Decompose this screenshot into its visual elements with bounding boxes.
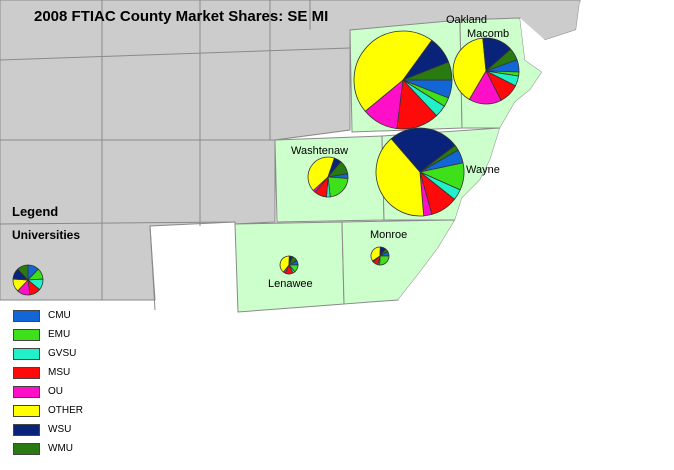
- legend-swatch: [13, 385, 40, 398]
- pie-lenawee: [279, 255, 299, 275]
- pie-slice-other: [307, 156, 335, 192]
- legend-label: GVSU: [48, 348, 77, 359]
- pie-oakland: [353, 30, 453, 130]
- legend-item: GVSU: [13, 344, 83, 363]
- legend-item: MSU: [13, 363, 83, 382]
- legend-swatch: [13, 347, 40, 360]
- legend-swatch: [13, 442, 40, 455]
- pie-slice-wmu: [419, 144, 459, 173]
- legend-swatch: [13, 423, 40, 436]
- label-monroe: Monroe: [370, 229, 407, 241]
- pie-slice-wmu: [402, 61, 453, 81]
- label-oakland: Oakland: [446, 14, 487, 26]
- label-washtenaw: Washtenaw: [291, 145, 348, 157]
- legend-item: OU: [13, 382, 83, 401]
- legend-sample-pie: [12, 264, 44, 296]
- pie-monroe: [370, 246, 390, 266]
- legend-item: WMU: [13, 439, 83, 458]
- pie-slice-other: [452, 37, 487, 101]
- pie-slice-other: [353, 30, 433, 112]
- legend-swatch: [13, 366, 40, 379]
- lake-shore: [398, 0, 580, 300]
- legend-item: WSU: [13, 420, 83, 439]
- legend-list: CMU EMU GVSU MSU OU OTHER WSU WMU: [13, 306, 83, 458]
- legend-swatch: [13, 404, 40, 417]
- legend-item: OTHER: [13, 401, 83, 420]
- legend-item: CMU: [13, 306, 83, 325]
- legend-item: EMU: [13, 325, 83, 344]
- pie-slice-other: [279, 255, 290, 273]
- label-lenawee: Lenawee: [268, 278, 313, 290]
- pie-slice-wsu: [390, 127, 456, 173]
- pie-slice-wmu: [288, 256, 298, 266]
- pie-slice-wmu-legend: [17, 264, 29, 282]
- legend-label: OTHER: [48, 405, 83, 416]
- pie-wayne: [375, 127, 465, 217]
- legend-label: OU: [48, 386, 63, 397]
- legend-subheading: Universities: [12, 228, 81, 242]
- pie-macomb: [452, 37, 520, 105]
- legend-label: CMU: [48, 310, 71, 321]
- legend-label: WSU: [48, 424, 72, 435]
- legend-label: WMU: [48, 443, 73, 454]
- legend-label: EMU: [48, 329, 71, 340]
- county-borders: [0, 0, 351, 311]
- label-macomb: Macomb: [467, 28, 509, 40]
- pie-washtenaw: [307, 156, 349, 198]
- map-title: 2008 FTIAC County Market Shares: SE MI: [34, 8, 329, 25]
- pie-slice-wmu: [326, 161, 349, 178]
- legend-swatch: [13, 309, 40, 322]
- legend-swatch: [13, 328, 40, 341]
- pie-slice-other: [375, 138, 425, 217]
- legend-heading: Legend: [12, 204, 59, 219]
- legend-label: MSU: [48, 367, 71, 378]
- pie-slice-wmu: [485, 48, 518, 72]
- pie-slice-wmu: [379, 248, 389, 257]
- label-wayne: Wayne: [466, 164, 500, 176]
